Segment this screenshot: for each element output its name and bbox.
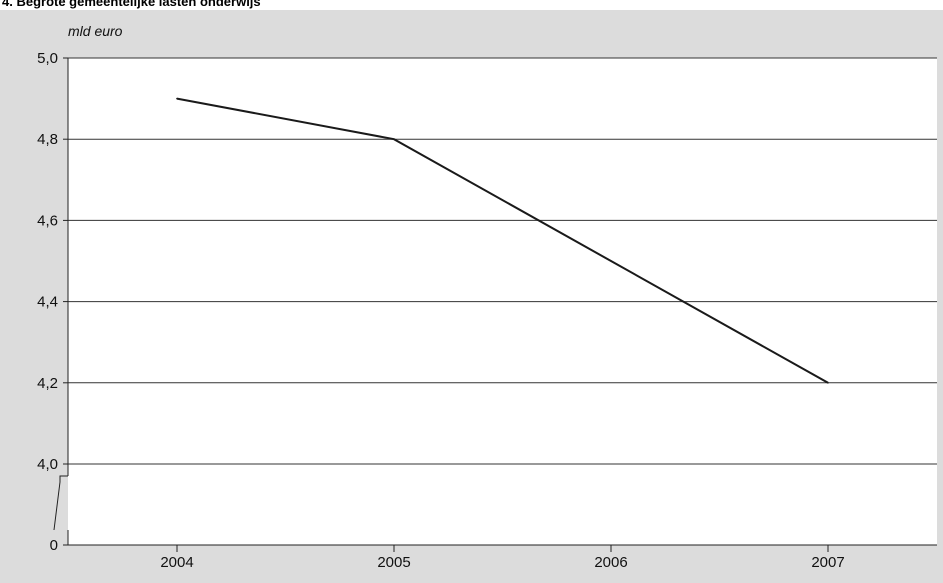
y-tick-label: 4,2: [37, 375, 58, 392]
x-tick-label: 2004: [160, 554, 193, 571]
y-axis-labels: 5,0 4,8 4,6 4,4 4,2 4,0 0: [37, 50, 58, 554]
series-line: [176, 97, 829, 384]
gridlines: [68, 57, 937, 465]
axis-break: [53, 475, 68, 531]
data-point: [176, 97, 178, 100]
axes: [53, 57, 937, 552]
y-tick-label: 4,8: [37, 131, 58, 148]
y-tick-label: 4,0: [37, 456, 58, 473]
y-tick-label: 4,6: [37, 212, 58, 229]
data-point: [610, 260, 612, 262]
series-group: [176, 97, 829, 384]
x-tick-label: 2005: [377, 554, 410, 571]
data-point: [393, 138, 395, 140]
y-tick-label: 5,0: [37, 50, 58, 67]
y-tick-label: 0: [50, 537, 58, 554]
title-strip: [0, 0, 943, 10]
x-tick-label: 2007: [811, 554, 844, 571]
x-tick-label: 2006: [594, 554, 627, 571]
y-tick-label: 4,4: [37, 294, 58, 311]
x-axis-labels: 2004 2005 2006 2007: [160, 554, 844, 571]
data-point: [827, 382, 829, 384]
chart-title: 4. Begrote gemeentelijke lasten onderwij…: [2, 0, 261, 9]
unit-label: mld euro: [68, 23, 123, 39]
